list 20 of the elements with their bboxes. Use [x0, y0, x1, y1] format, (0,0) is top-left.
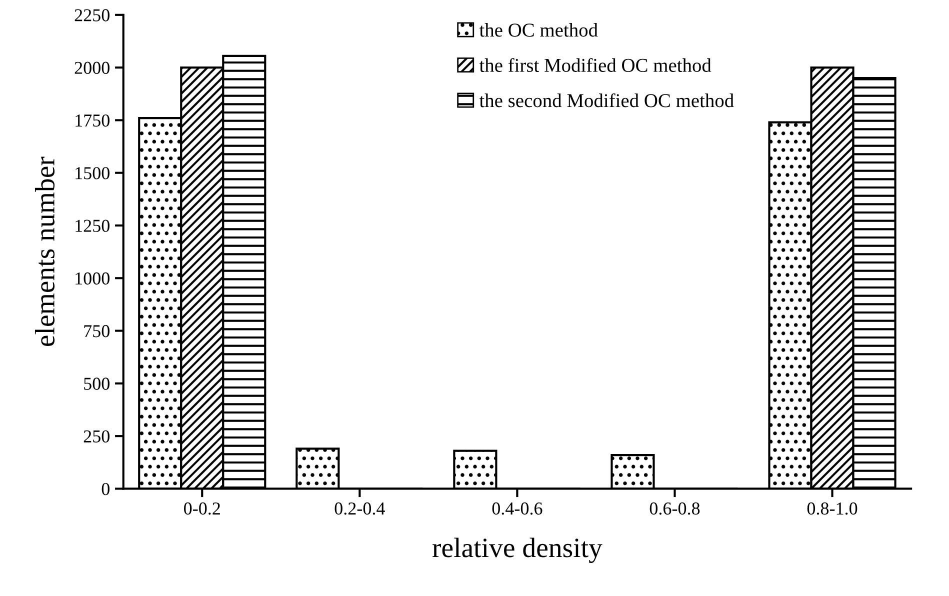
x-tick-label: 0.4-0.6	[492, 502, 542, 515]
y-tick-label: 250	[84, 430, 110, 443]
legend-label: the OC method	[479, 23, 598, 37]
y-tick-label: 0	[102, 482, 110, 496]
y-tick-label: 750	[84, 325, 110, 338]
y-tick-label: 1500	[76, 167, 110, 180]
y-tick-label: 1000	[76, 272, 110, 285]
x-axis-title: relative density	[432, 538, 602, 563]
y-tick-label: 1250	[76, 220, 110, 232]
y-tick-label: 500	[84, 378, 110, 390]
legend-label: the second Modified OC method	[479, 93, 734, 108]
x-tick-label: 0.8-1.0	[807, 502, 858, 515]
y-tick-label: 2000	[74, 62, 110, 74]
y-axis-title: elements number	[34, 156, 55, 346]
y-tick-label: 2250	[74, 9, 110, 22]
x-tick-label: 0-0.2	[184, 502, 220, 515]
legend-label: the first Modified OC method	[479, 58, 712, 72]
x-tick-label: 0.2-0.4	[334, 502, 385, 515]
y-tick-label: 1750	[76, 114, 110, 127]
x-tick-label: 0.6-0.8	[650, 502, 700, 515]
